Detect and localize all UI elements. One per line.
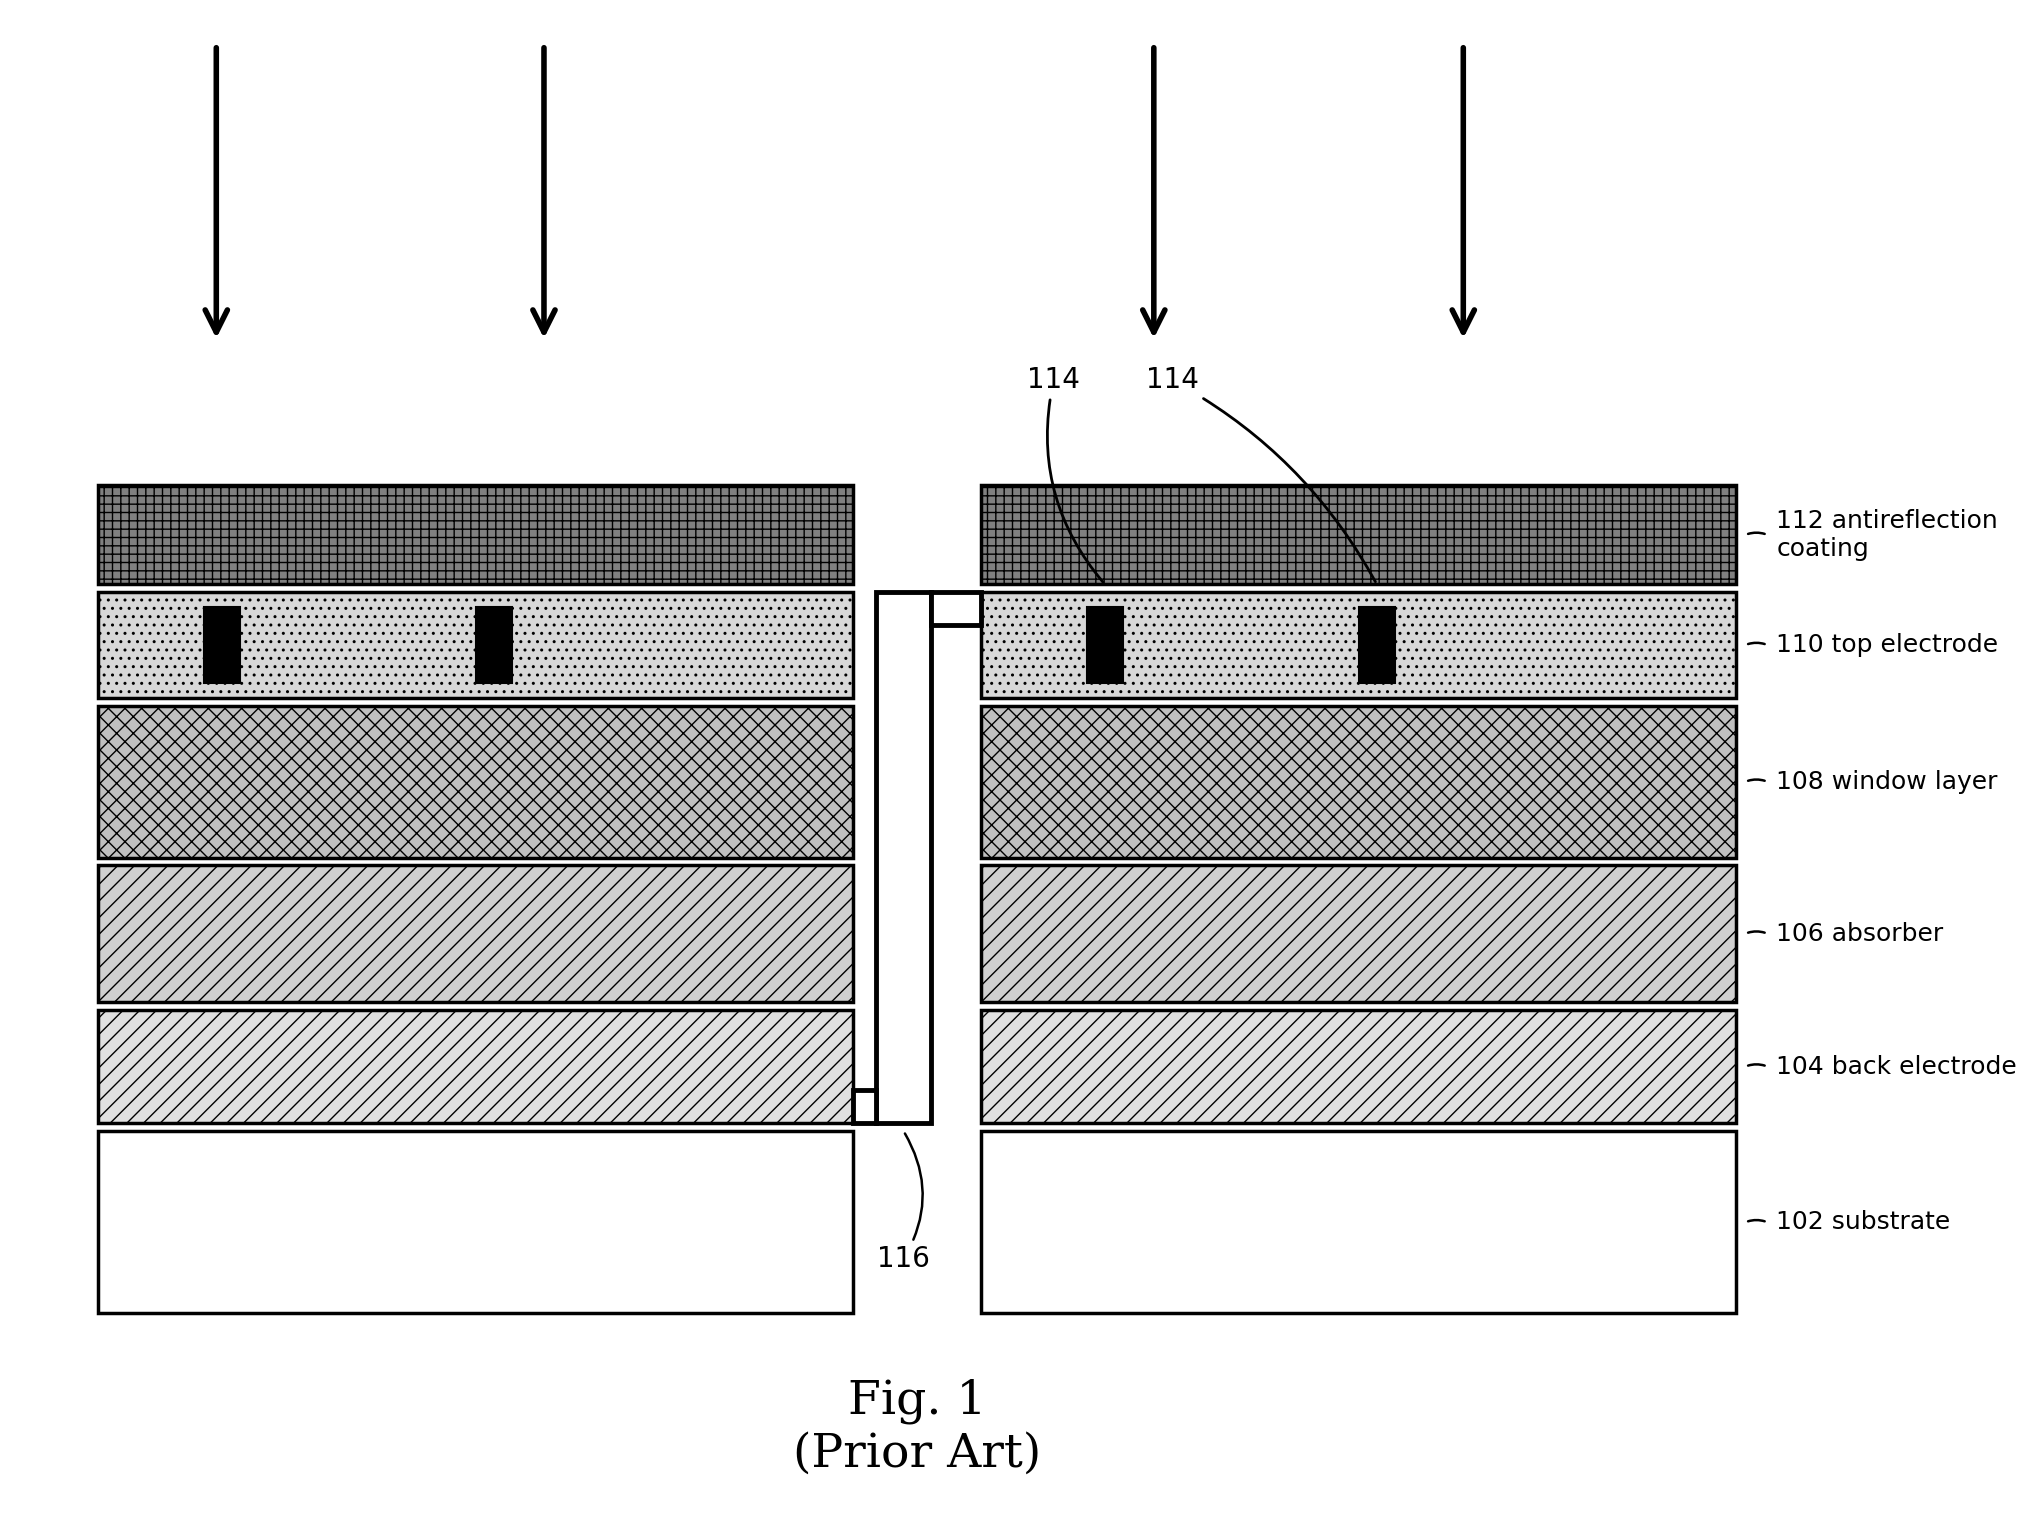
Bar [980, 705, 1736, 857]
Text: 114: 114 [1145, 366, 1374, 581]
Text: 116: 116 [877, 1133, 930, 1272]
Bar [980, 865, 1736, 1003]
Bar [97, 486, 853, 584]
Text: 106 absorber: 106 absorber [1776, 921, 1943, 946]
Text: 102 substrate: 102 substrate [1776, 1210, 1949, 1234]
Bar [1358, 607, 1395, 682]
Bar [853, 1090, 875, 1124]
Text: 110 top electrode: 110 top electrode [1776, 633, 1998, 658]
Bar [97, 705, 853, 857]
Bar [875, 592, 930, 1124]
Bar [97, 1010, 853, 1124]
Bar [1086, 607, 1123, 682]
Text: 112 antireflection
coating: 112 antireflection coating [1776, 509, 1998, 561]
Text: Fig. 1
(Prior Art): Fig. 1 (Prior Art) [792, 1378, 1041, 1476]
Bar [475, 607, 512, 682]
Text: 108 window layer: 108 window layer [1776, 770, 1998, 794]
Bar [980, 1010, 1736, 1124]
Bar [980, 1131, 1736, 1314]
Bar [980, 486, 1736, 584]
Text: 104 back electrode: 104 back electrode [1776, 1055, 2016, 1079]
Bar [97, 1131, 853, 1314]
Bar [203, 607, 240, 682]
Bar [930, 592, 980, 625]
Bar [980, 592, 1736, 698]
Bar [97, 865, 853, 1003]
Text: 114: 114 [1027, 366, 1102, 583]
Bar [97, 592, 853, 698]
